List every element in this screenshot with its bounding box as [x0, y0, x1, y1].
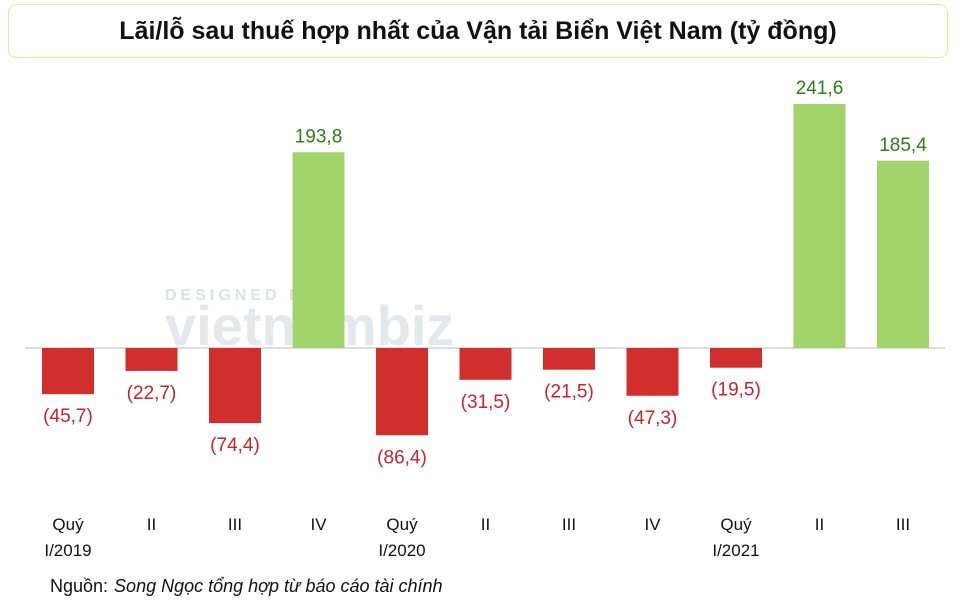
x-tick-label: III: [895, 515, 911, 534]
x-tick-label: IV: [644, 515, 661, 534]
bar: [459, 348, 512, 380]
value-label: (74,4): [210, 435, 260, 456]
source: Nguồn: Song Ngọc tổng hợp từ báo cáo tài …: [50, 576, 443, 597]
bar: [710, 348, 762, 368]
value-label: 241,6: [796, 78, 844, 99]
value-label: (21,5): [544, 382, 594, 403]
bar: [543, 348, 595, 370]
value-label: (45,7): [43, 406, 93, 427]
bar: [376, 348, 428, 436]
x-tick-label: Quý I/2021: [712, 515, 760, 560]
bar: [292, 152, 345, 348]
x-tick-label: IV: [310, 515, 327, 534]
bar: [793, 104, 846, 348]
x-tick-label: II: [814, 515, 825, 534]
bar: [42, 348, 94, 395]
watermark-top: DESIGNED BY: [165, 287, 319, 304]
value-label: 193,8: [295, 126, 343, 147]
x-tick-label: II: [480, 515, 491, 534]
x-tick-label: Quý I/2020: [378, 515, 426, 560]
x-tick-label: Quý I/2019: [44, 515, 92, 560]
value-label: 185,4: [879, 135, 927, 156]
value-label: (47,3): [628, 408, 678, 429]
source-text: Song Ngọc tổng hợp từ báo cáo tài chính: [114, 576, 443, 596]
value-label: (31,5): [461, 392, 511, 413]
x-tick-label: III: [227, 515, 243, 534]
bar: [209, 348, 261, 424]
bar: [125, 348, 178, 371]
x-tick-label: III: [561, 515, 577, 534]
value-label: (86,4): [377, 447, 427, 468]
value-label: (19,5): [711, 380, 761, 401]
value-label: (22,7): [127, 383, 177, 404]
x-tick-label: II: [146, 515, 157, 534]
chart-title: Lãi/lỗ sau thuế hợp nhất của Vận tải Biể…: [8, 4, 948, 58]
bar: [877, 160, 929, 348]
source-label: Nguồn:: [50, 576, 109, 596]
bar: [626, 348, 679, 396]
